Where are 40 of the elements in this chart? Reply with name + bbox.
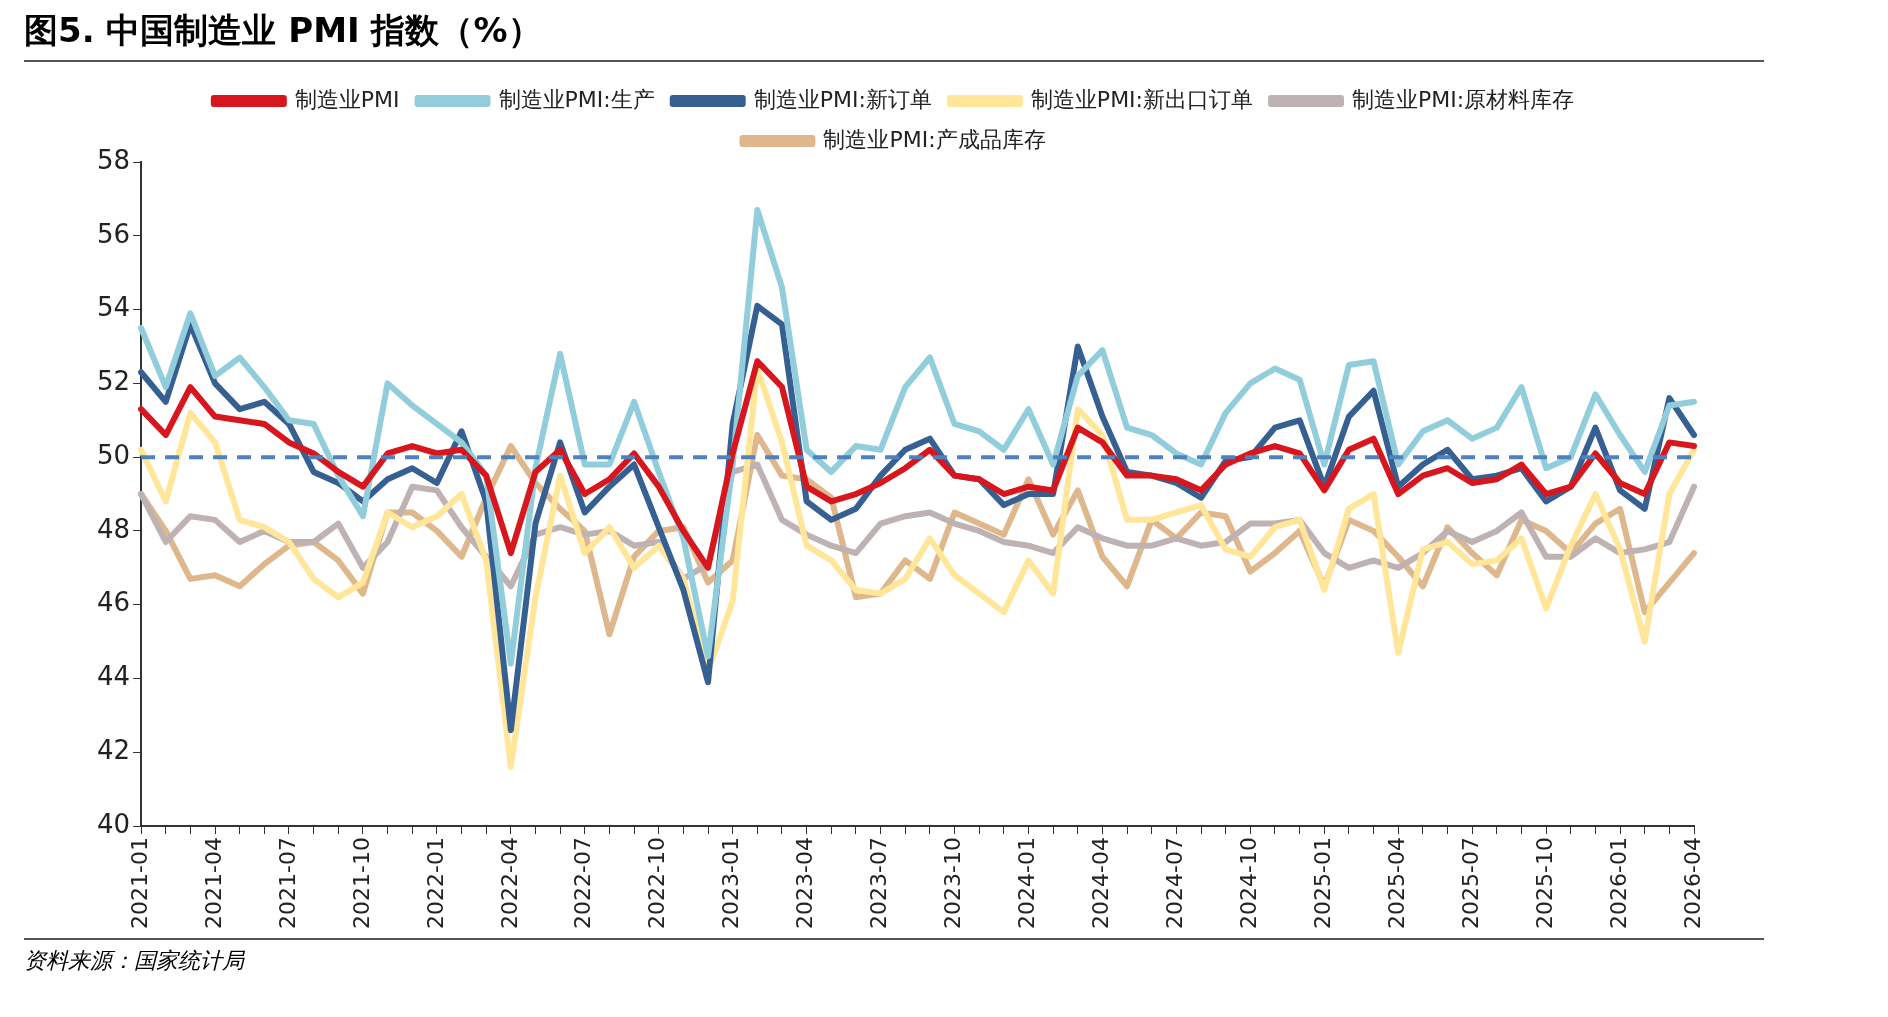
y-tick-label: 42 — [96, 735, 131, 766]
x-tick-label: 2022-01 — [422, 837, 448, 929]
legend-label: 制造业PMI:新出口订单 — [1030, 86, 1254, 112]
y-tick-label: 48 — [96, 513, 131, 544]
x-tick-label: 2021-01 — [126, 837, 152, 929]
x-tick-label: 2025-10 — [1531, 837, 1557, 929]
y-tick-label: 46 — [96, 587, 131, 618]
legend-label: 制造业PMI:新订单 — [753, 86, 932, 112]
chart-title: 图5. 中国制造业 PMI 指数（%） — [24, 8, 1764, 62]
x-tick-label: 2023-07 — [866, 837, 892, 929]
y-tick-label: 40 — [96, 808, 131, 839]
x-tick-label: 2025-04 — [1383, 837, 1409, 929]
y-tick-label: 50 — [96, 439, 131, 470]
legend-label: 制造业PMI:产成品库存 — [823, 126, 1046, 152]
x-tick-label: 2024-01 — [1014, 837, 1040, 929]
x-tick-label: 2021-07 — [274, 837, 300, 929]
y-tick-label: 54 — [96, 292, 131, 323]
y-tick-label: 44 — [96, 661, 131, 692]
legend-label: 制造业PMI:生产 — [498, 86, 655, 112]
x-tick-label: 2022-10 — [644, 837, 670, 929]
y-tick-label: 56 — [96, 218, 131, 249]
x-tick-label: 2021-04 — [200, 837, 226, 929]
x-tick-label: 2025-07 — [1457, 837, 1483, 929]
x-tick-label: 2025-01 — [1309, 837, 1335, 929]
x-tick-label: 2026-04 — [1679, 837, 1705, 929]
legend-label: 制造业PMI — [294, 86, 400, 112]
text: 资料来源：国家统计局 — [24, 940, 1764, 976]
x-tick-label: 2024-10 — [1236, 837, 1262, 929]
x-tick-label: 2026-01 — [1605, 837, 1631, 929]
x-tick-label: 2023-01 — [718, 837, 744, 929]
x-tick-label: 2023-10 — [940, 837, 966, 929]
x-tick-label: 2022-04 — [496, 837, 522, 929]
x-tick-label: 2021-10 — [348, 837, 374, 929]
legend-label: 制造业PMI:原材料库存 — [1352, 86, 1575, 112]
x-tick-label: 2022-07 — [570, 837, 596, 929]
y-tick-label: 58 — [96, 144, 131, 175]
y-tick-label: 52 — [96, 366, 131, 397]
x-tick-label: 2024-04 — [1088, 837, 1114, 929]
x-tick-label: 2024-07 — [1162, 837, 1188, 929]
x-tick-label: 2023-04 — [792, 837, 818, 929]
